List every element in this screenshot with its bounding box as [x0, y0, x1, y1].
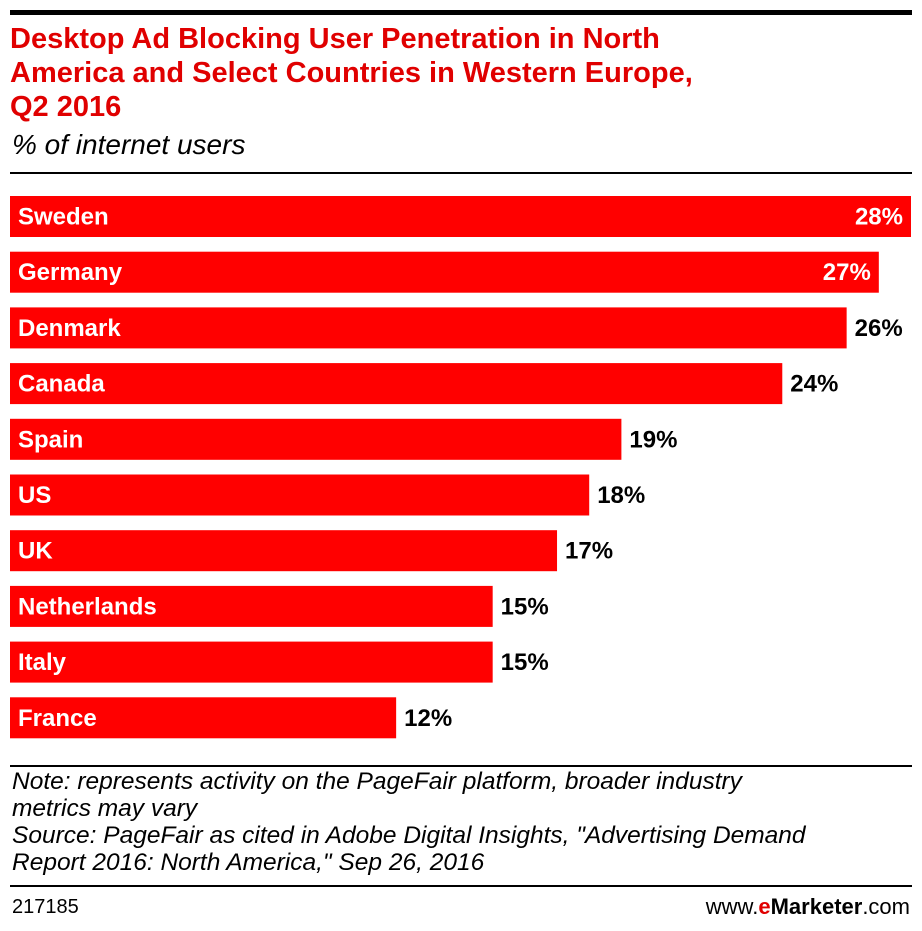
header-rule	[10, 172, 912, 174]
data-label: 28%	[855, 204, 903, 231]
bar	[10, 474, 590, 516]
category-label: Sweden	[18, 204, 109, 231]
bar-group: US 18%	[10, 474, 645, 516]
category-label: Canada	[18, 371, 105, 398]
category-label: Spain	[18, 426, 83, 453]
bar	[10, 251, 879, 293]
bar-group: Sweden 28%	[10, 196, 911, 237]
title-line-3: Q2 2016	[10, 91, 122, 123]
bar-group: Denmark 26%	[10, 307, 903, 349]
brand-name: Marketer	[770, 894, 863, 919]
brand-link[interactable]: www.eMarketer.com	[706, 894, 910, 920]
chart-id: 217185	[12, 896, 79, 918]
bar-group: Netherlands 15%	[10, 585, 549, 627]
title-line-2: America and Select Countries in Western …	[10, 57, 693, 89]
bar	[10, 363, 783, 405]
data-label: 27%	[823, 259, 871, 286]
notes-block: Note: represents activity on the PageFai…	[12, 768, 912, 876]
brand-e: e	[758, 894, 771, 919]
brand-suffix: .com	[862, 894, 910, 919]
bar	[10, 307, 847, 349]
source-line-2: Report 2016: North America," Sep 26, 201…	[12, 849, 485, 876]
bar	[10, 418, 622, 460]
category-label: Denmark	[18, 315, 121, 342]
data-label: 19%	[629, 426, 677, 453]
data-label: 15%	[501, 593, 549, 620]
brand-prefix: www.	[705, 894, 759, 919]
note-line-1: Note: represents activity on the PageFai…	[12, 768, 742, 795]
data-label: 26%	[855, 315, 903, 342]
source-line-1: Source: PageFair as cited in Adobe Digit…	[12, 822, 806, 849]
bar-group: France 12%	[10, 697, 452, 739]
data-label: 18%	[597, 482, 645, 509]
notes-rule	[10, 765, 912, 767]
data-label: 17%	[565, 538, 613, 565]
bar-group: Spain 19%	[10, 418, 677, 460]
note-line-2: metrics may vary	[12, 795, 198, 822]
bar	[10, 585, 493, 627]
bar-group: Canada 24%	[10, 363, 838, 405]
bar-group: Germany 27%	[10, 251, 879, 293]
title-line-1: Desktop Ad Blocking User Penetration in …	[10, 23, 660, 55]
category-label: Netherlands	[18, 593, 157, 620]
category-label: UK	[18, 538, 53, 565]
category-label: Italy	[18, 649, 67, 676]
bar	[10, 697, 397, 739]
category-label: Germany	[18, 259, 123, 286]
category-label: US	[18, 482, 51, 509]
bar-group: Italy 15%	[10, 641, 549, 683]
category-label: France	[18, 705, 97, 732]
bar	[10, 641, 493, 683]
chart-title: Desktop Ad Blocking User Penetration in …	[10, 22, 890, 124]
bar	[10, 530, 558, 572]
chart-subtitle: % of internet users	[12, 129, 246, 160]
data-label: 24%	[790, 371, 838, 398]
bar-group: UK 17%	[10, 530, 613, 572]
data-label: 12%	[404, 705, 452, 732]
bar	[10, 196, 911, 237]
footer-rule	[10, 885, 912, 887]
top-rule	[10, 10, 912, 15]
data-label: 15%	[501, 649, 549, 676]
